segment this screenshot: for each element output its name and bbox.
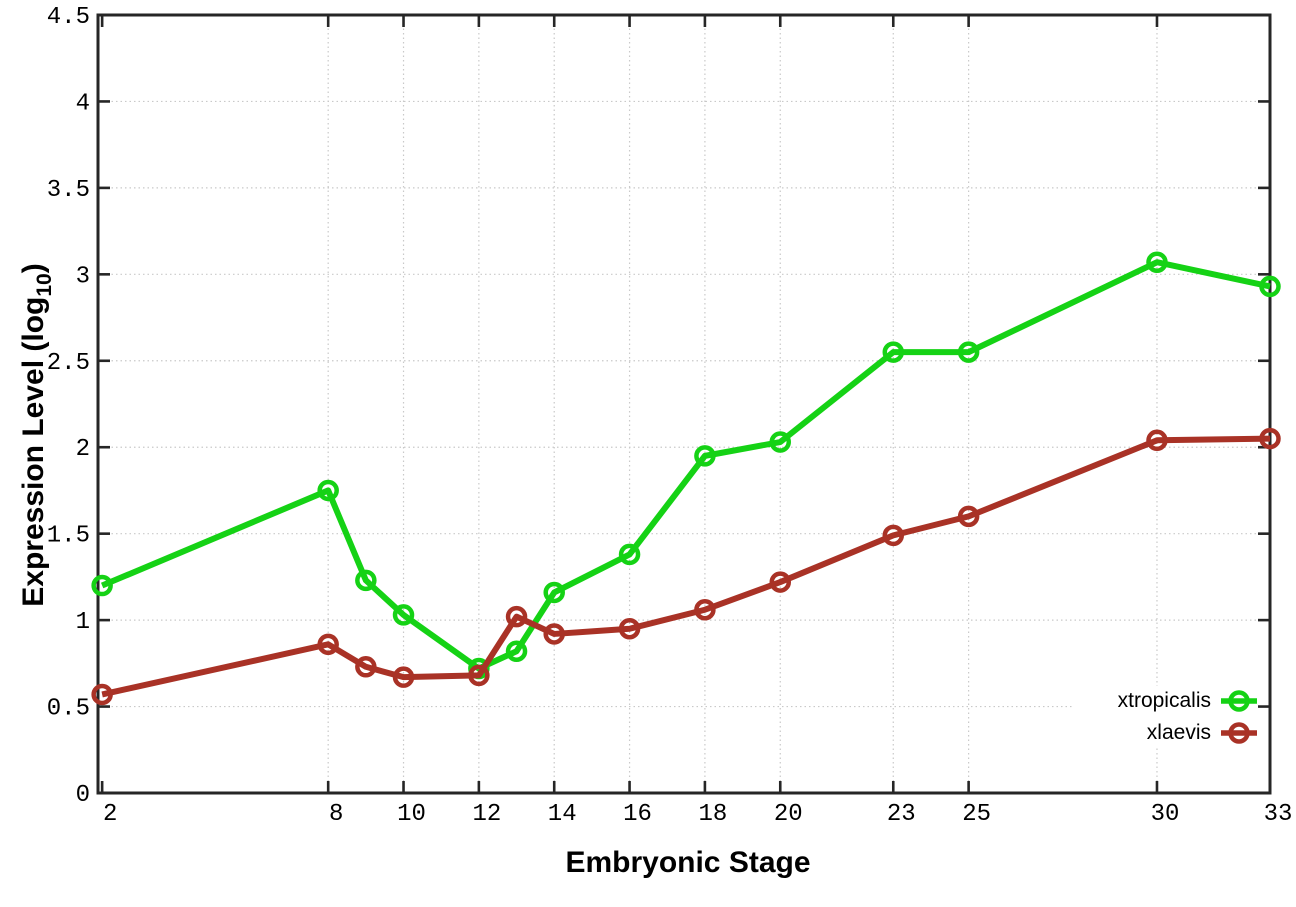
x-tick-label: 33 [1264,801,1293,828]
x-tick-label: 16 [623,801,652,828]
series-xlaevis [91,427,1281,706]
data-point-xlaevis [543,623,565,645]
y-axis-label-suffix: ) [17,263,50,274]
data-point-xlaevis [317,633,339,656]
y-tick-label: 1.5 [47,523,90,550]
data-point-xlaevis [468,664,490,687]
x-tick-label: 12 [472,801,501,828]
x-tick-label: 18 [699,801,728,828]
data-point-xtropicalis [317,479,339,502]
legend-label-xlaevis: xlaevis [1146,721,1211,744]
y-axis-label: Expression Level (log10) [17,225,56,645]
grid [98,15,1270,793]
tick-labels: 2 8 10 12 14 16 18 20 23 25 30 33 0 0.5 1 1.5 2 2.5 3 3.5 4 4… [47,4,1293,828]
legend-entry-xtropicalis: xtropicalis [1072,686,1258,716]
legend-circle-sample [1228,690,1250,712]
x-tick-label: 10 [397,801,426,828]
data-point-xtropicalis [1146,251,1168,273]
data-point-xlaevis [355,656,377,678]
data-point-xlaevis [392,666,415,688]
y-tick-label: 2 [76,436,90,463]
data-point-xtropicalis [505,640,528,662]
legend-circle-sample [1228,722,1250,744]
data-point-xtropicalis [392,604,415,626]
data-point-xtropicalis [91,574,113,597]
x-tick-label: 20 [774,801,803,828]
x-tick-label: 30 [1151,801,1180,828]
y-axis-label-text: Expression Level (log [17,296,50,607]
plot-border [96,13,1272,795]
legend-line-marker-icon [1221,690,1257,712]
legend-entry-xlaevis: xlaevis [1072,718,1258,748]
data-point-xtropicalis [355,569,377,592]
legend-line-marker-icon [1221,722,1257,744]
data-point-xlaevis [1259,427,1281,450]
legend-label-xtropicalis: xtropicalis [1117,689,1211,712]
data-point-xlaevis [91,683,113,706]
y-axis-label-subscript: 10 [33,273,56,297]
legend: xtropicalis xlaevis [1072,686,1258,748]
data-point-xtropicalis [1259,275,1281,298]
x-tick-label: 8 [329,801,343,828]
data-point-xtropicalis [882,341,905,363]
data-point-xtropicalis [694,445,716,467]
data-point-xlaevis [618,618,641,640]
data-point-xtropicalis [543,581,565,604]
x-tick-label: 23 [887,801,916,828]
y-tick-label: 4.5 [47,4,90,31]
data-point-xlaevis [694,598,716,621]
data-point-xtropicalis [769,431,792,453]
y-tick-label: 0 [76,782,90,809]
x-tick-label: 14 [548,801,577,828]
y-tick-label: 0.5 [47,696,90,723]
x-tick-label: 2 [103,801,117,828]
data-point-xtropicalis [618,543,641,566]
y-tick-label: 3 [76,263,90,290]
data-point-xlaevis [1146,429,1168,452]
y-tick-label: 1 [76,609,90,636]
data-point-xtropicalis [957,341,980,363]
x-axis-label: Embryonic Stage [565,846,811,879]
data-point-xlaevis [957,505,980,528]
y-tick-label: 2.5 [47,350,90,377]
y-tick-label: 4 [76,90,90,117]
x-tick-label: 25 [962,801,991,828]
y-tick-label: 3.5 [47,177,90,204]
data-point-xlaevis [882,524,905,547]
data-point-xlaevis [769,571,792,593]
data-point-xlaevis [505,605,528,628]
tick-marks [98,13,1272,795]
